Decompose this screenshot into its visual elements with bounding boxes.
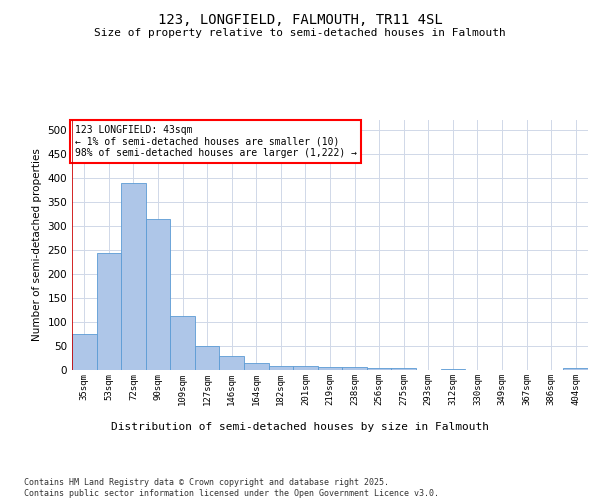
Y-axis label: Number of semi-detached properties: Number of semi-detached properties [32, 148, 42, 342]
Text: 123, LONGFIELD, FALMOUTH, TR11 4SL: 123, LONGFIELD, FALMOUTH, TR11 4SL [158, 12, 442, 26]
Bar [146, 218, 170, 370]
Bar [195, 346, 220, 370]
Bar [72, 334, 97, 370]
Text: Size of property relative to semi-detached houses in Falmouth: Size of property relative to semi-detach… [94, 28, 506, 38]
Text: Distribution of semi-detached houses by size in Falmouth: Distribution of semi-detached houses by … [111, 422, 489, 432]
Bar [269, 366, 293, 370]
Bar [170, 316, 195, 370]
Bar [342, 367, 367, 370]
Bar [391, 368, 416, 370]
Bar [244, 363, 269, 370]
Text: Contains HM Land Registry data © Crown copyright and database right 2025.
Contai: Contains HM Land Registry data © Crown c… [24, 478, 439, 498]
Bar [563, 368, 588, 370]
Bar [121, 184, 146, 370]
Bar [440, 368, 465, 370]
Bar [220, 356, 244, 370]
Bar [97, 253, 121, 370]
Bar [367, 368, 391, 370]
Bar [318, 366, 342, 370]
Bar [293, 366, 318, 370]
Text: 123 LONGFIELD: 43sqm
← 1% of semi-detached houses are smaller (10)
98% of semi-d: 123 LONGFIELD: 43sqm ← 1% of semi-detach… [74, 125, 356, 158]
